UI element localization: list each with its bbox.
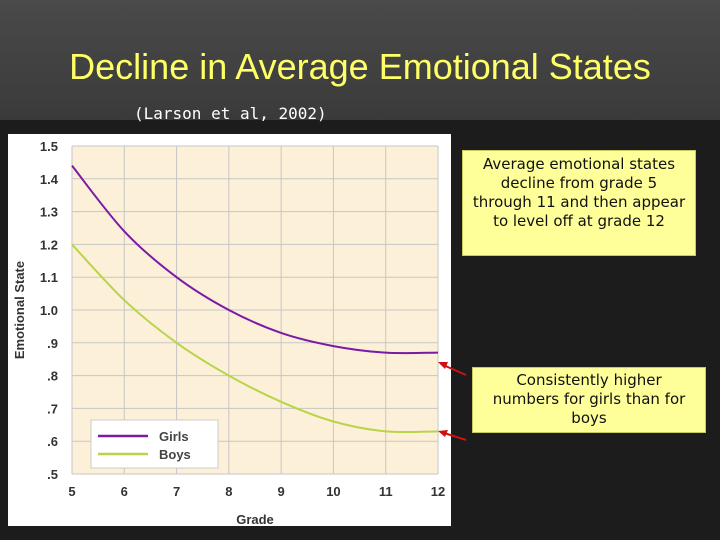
y-tick-label: .7: [47, 401, 58, 416]
callout-decline-note: Average emotional states decline from gr…: [462, 150, 696, 256]
x-tick-label: 10: [326, 484, 340, 499]
y-axis-label: Emotional State: [12, 261, 27, 359]
x-tick-label: 5: [68, 484, 75, 499]
title-band: [0, 0, 720, 120]
x-tick-label: 6: [121, 484, 128, 499]
y-tick-label: 1.1: [40, 270, 58, 285]
y-tick-label: .8: [47, 369, 58, 384]
x-tick-label: 7: [173, 484, 180, 499]
x-tick-label: 9: [278, 484, 285, 499]
legend-box: [90, 419, 219, 469]
x-tick-label: 11: [379, 484, 393, 499]
x-tick-label: 12: [431, 484, 445, 499]
y-tick-label: 1.5: [40, 139, 58, 154]
legend-label-girls: Girls: [159, 429, 189, 444]
x-tick-label: 8: [225, 484, 232, 499]
slide-title: Decline in Average Emotional States: [69, 46, 651, 87]
y-tick-label: 1.4: [40, 172, 59, 187]
line-chart: 5 6 7 8 9 10 11 12 .5 .6 .7 .8 .9 1.0 1.1 1.2 1.3 1.4 1.5 G…: [12, 139, 445, 526]
y-tick-label: 1.2: [40, 237, 58, 252]
y-tick-label: .6: [47, 434, 58, 449]
y-tick-label: 1.3: [40, 205, 58, 220]
legend-label-boys: Boys: [159, 447, 191, 462]
y-tick-label: 1.0: [40, 303, 58, 318]
citation: (Larson et al, 2002): [134, 104, 327, 123]
callout-girls-higher-note: Consistently higher numbers for girls th…: [472, 367, 706, 433]
y-tick-label: .9: [47, 336, 58, 351]
y-tick-label: .5: [47, 467, 58, 482]
x-axis-label: Grade: [236, 512, 274, 526]
chart-panel: 5 6 7 8 9 10 11 12 .5 .6 .7 .8 .9 1.0 1.1 1.2 1.3 1.4 1.5 G…: [8, 134, 451, 526]
